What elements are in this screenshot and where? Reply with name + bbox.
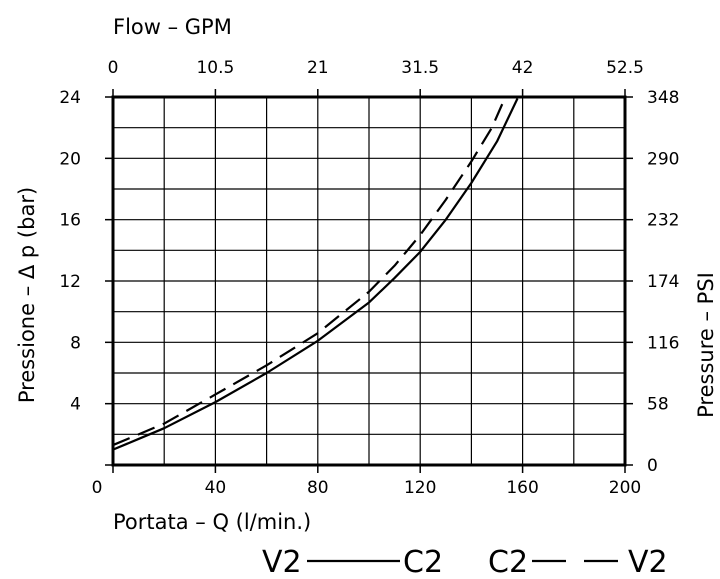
tick-marks [105,89,633,473]
y-right-tick-label: 348 [647,88,679,108]
x-bottom-tick-label: 120 [404,478,436,498]
legend: V2 C2 C2 V2 [262,545,668,579]
y-left-tick-label: 8 [70,333,81,353]
x-top-tick-label: 21 [307,58,329,78]
legend-dashed-left-label: C2 [488,545,528,579]
grid [113,97,625,465]
series-line-c2-v2 [112,98,506,447]
legend-solid-right-label: C2 [403,545,443,579]
x-top-tick-label: 0 [108,58,119,78]
y-right-tick-label: 232 [647,211,679,231]
y-right-tick-label: 290 [647,149,679,169]
y-left-tick-label: 20 [59,149,81,169]
right-axis-title: Pressure – PSI [694,272,718,418]
y-right-tick-label: 0 [647,456,658,476]
y-right-tick-label: 58 [647,395,669,415]
y-left-tick-label: 12 [59,272,81,292]
x-top-tick-label: 10.5 [196,58,234,78]
bottom-axis-title: Portata – Q (l/min.) [113,510,311,534]
x-top-tick-label: 31.5 [401,58,439,78]
series [112,98,519,451]
legend-dashed-right-label: V2 [628,545,668,579]
left-axis-title: Pressione – Δ p (bar) [15,187,39,403]
top-axis-title: Flow – GPM [113,15,232,39]
x-top-tick-label: 42 [512,58,534,78]
x-bottom-tick-label: 200 [609,478,641,498]
y-right-tick-label: 116 [647,333,679,353]
x-bottom-tick-label: 0 [92,478,103,498]
x-bottom-tick-label: 80 [307,478,329,498]
y-left-tick-label: 24 [59,88,81,108]
x-top-tick-label: 52.5 [606,58,644,78]
x-bottom-tick-label: 160 [506,478,538,498]
series-line-v2-c2 [112,98,519,451]
tick-labels: 0 0 40 10.5 80 21 120 31.5 160 42 200 52.5 0 4 58 8 116 1… [59,58,679,498]
y-left-tick-label: 16 [59,211,81,231]
y-left-tick-label: 4 [70,395,81,415]
legend-solid-left-label: V2 [262,545,302,579]
y-right-tick-label: 174 [647,272,679,292]
x-bottom-tick-label: 40 [205,478,227,498]
